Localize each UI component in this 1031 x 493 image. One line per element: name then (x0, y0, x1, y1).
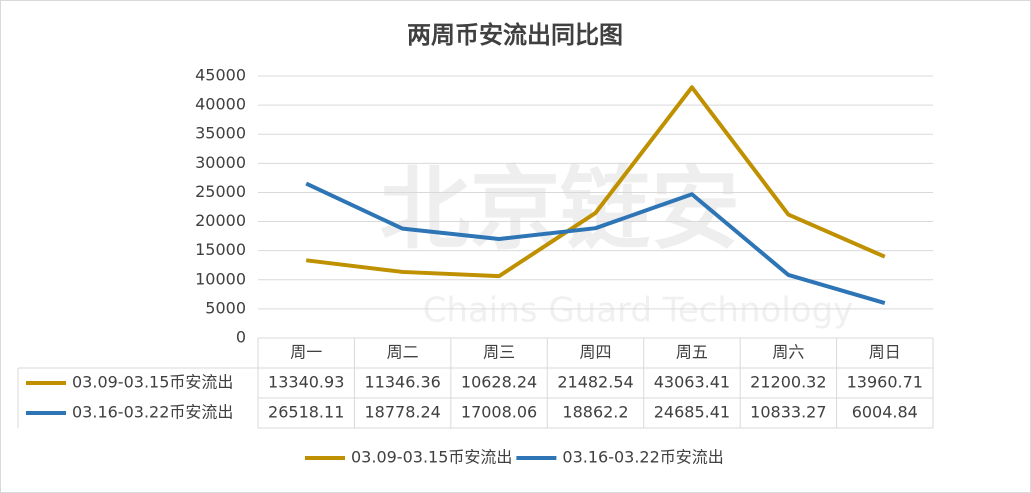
table-value: 10628.24 (461, 373, 537, 392)
x-tick-label: 周四 (579, 343, 611, 362)
watermark-subtitle: Chains Guard Technology (423, 291, 854, 331)
x-tick-label: 周三 (483, 343, 515, 362)
x-tick-label: 周六 (772, 343, 804, 362)
table-value: 43063.41 (654, 373, 730, 392)
table-value: 6004.84 (852, 403, 918, 422)
x-tick-label: 周一 (290, 343, 322, 362)
table-value: 10833.27 (750, 403, 826, 422)
table-value: 24685.41 (654, 403, 730, 422)
table-series-name: 03.09-03.15币安流出 (72, 373, 233, 392)
table-value: 18778.24 (364, 403, 440, 422)
y-tick-label: 30000 (195, 153, 246, 172)
line-series (305, 181, 886, 305)
table-value: 13340.93 (268, 373, 344, 392)
y-tick-label: 5000 (205, 298, 246, 317)
table-value: 13960.71 (847, 373, 923, 392)
table-value: 26518.11 (268, 403, 344, 422)
table-value: 17008.06 (461, 403, 537, 422)
y-tick-label: 0 (236, 328, 246, 347)
line-series (305, 85, 886, 279)
table-value: 21482.54 (557, 373, 633, 392)
chart-title: 两周币安流出同比图 (407, 21, 623, 49)
table-value: 18862.2 (562, 403, 628, 422)
y-tick-label: 35000 (195, 124, 246, 143)
x-tick-label: 周二 (387, 343, 419, 362)
y-tick-label: 20000 (195, 211, 246, 230)
x-tick-label: 周五 (676, 343, 708, 362)
y-tick-label: 40000 (195, 95, 246, 114)
y-tick-label: 10000 (195, 269, 246, 288)
legend-label: 03.09-03.15币安流出 (351, 448, 512, 467)
table-value: 21200.32 (750, 373, 826, 392)
y-tick-label: 15000 (195, 240, 246, 259)
y-tick-label: 25000 (195, 182, 246, 201)
table-value: 11346.36 (364, 373, 440, 392)
watermark-title: 北京链安 (380, 157, 740, 262)
y-tick-label: 45000 (195, 66, 246, 85)
x-tick-label: 周日 (869, 343, 901, 362)
legend-label: 03.16-03.22币安流出 (562, 448, 723, 467)
table-series-name: 03.16-03.22币安流出 (72, 403, 233, 422)
